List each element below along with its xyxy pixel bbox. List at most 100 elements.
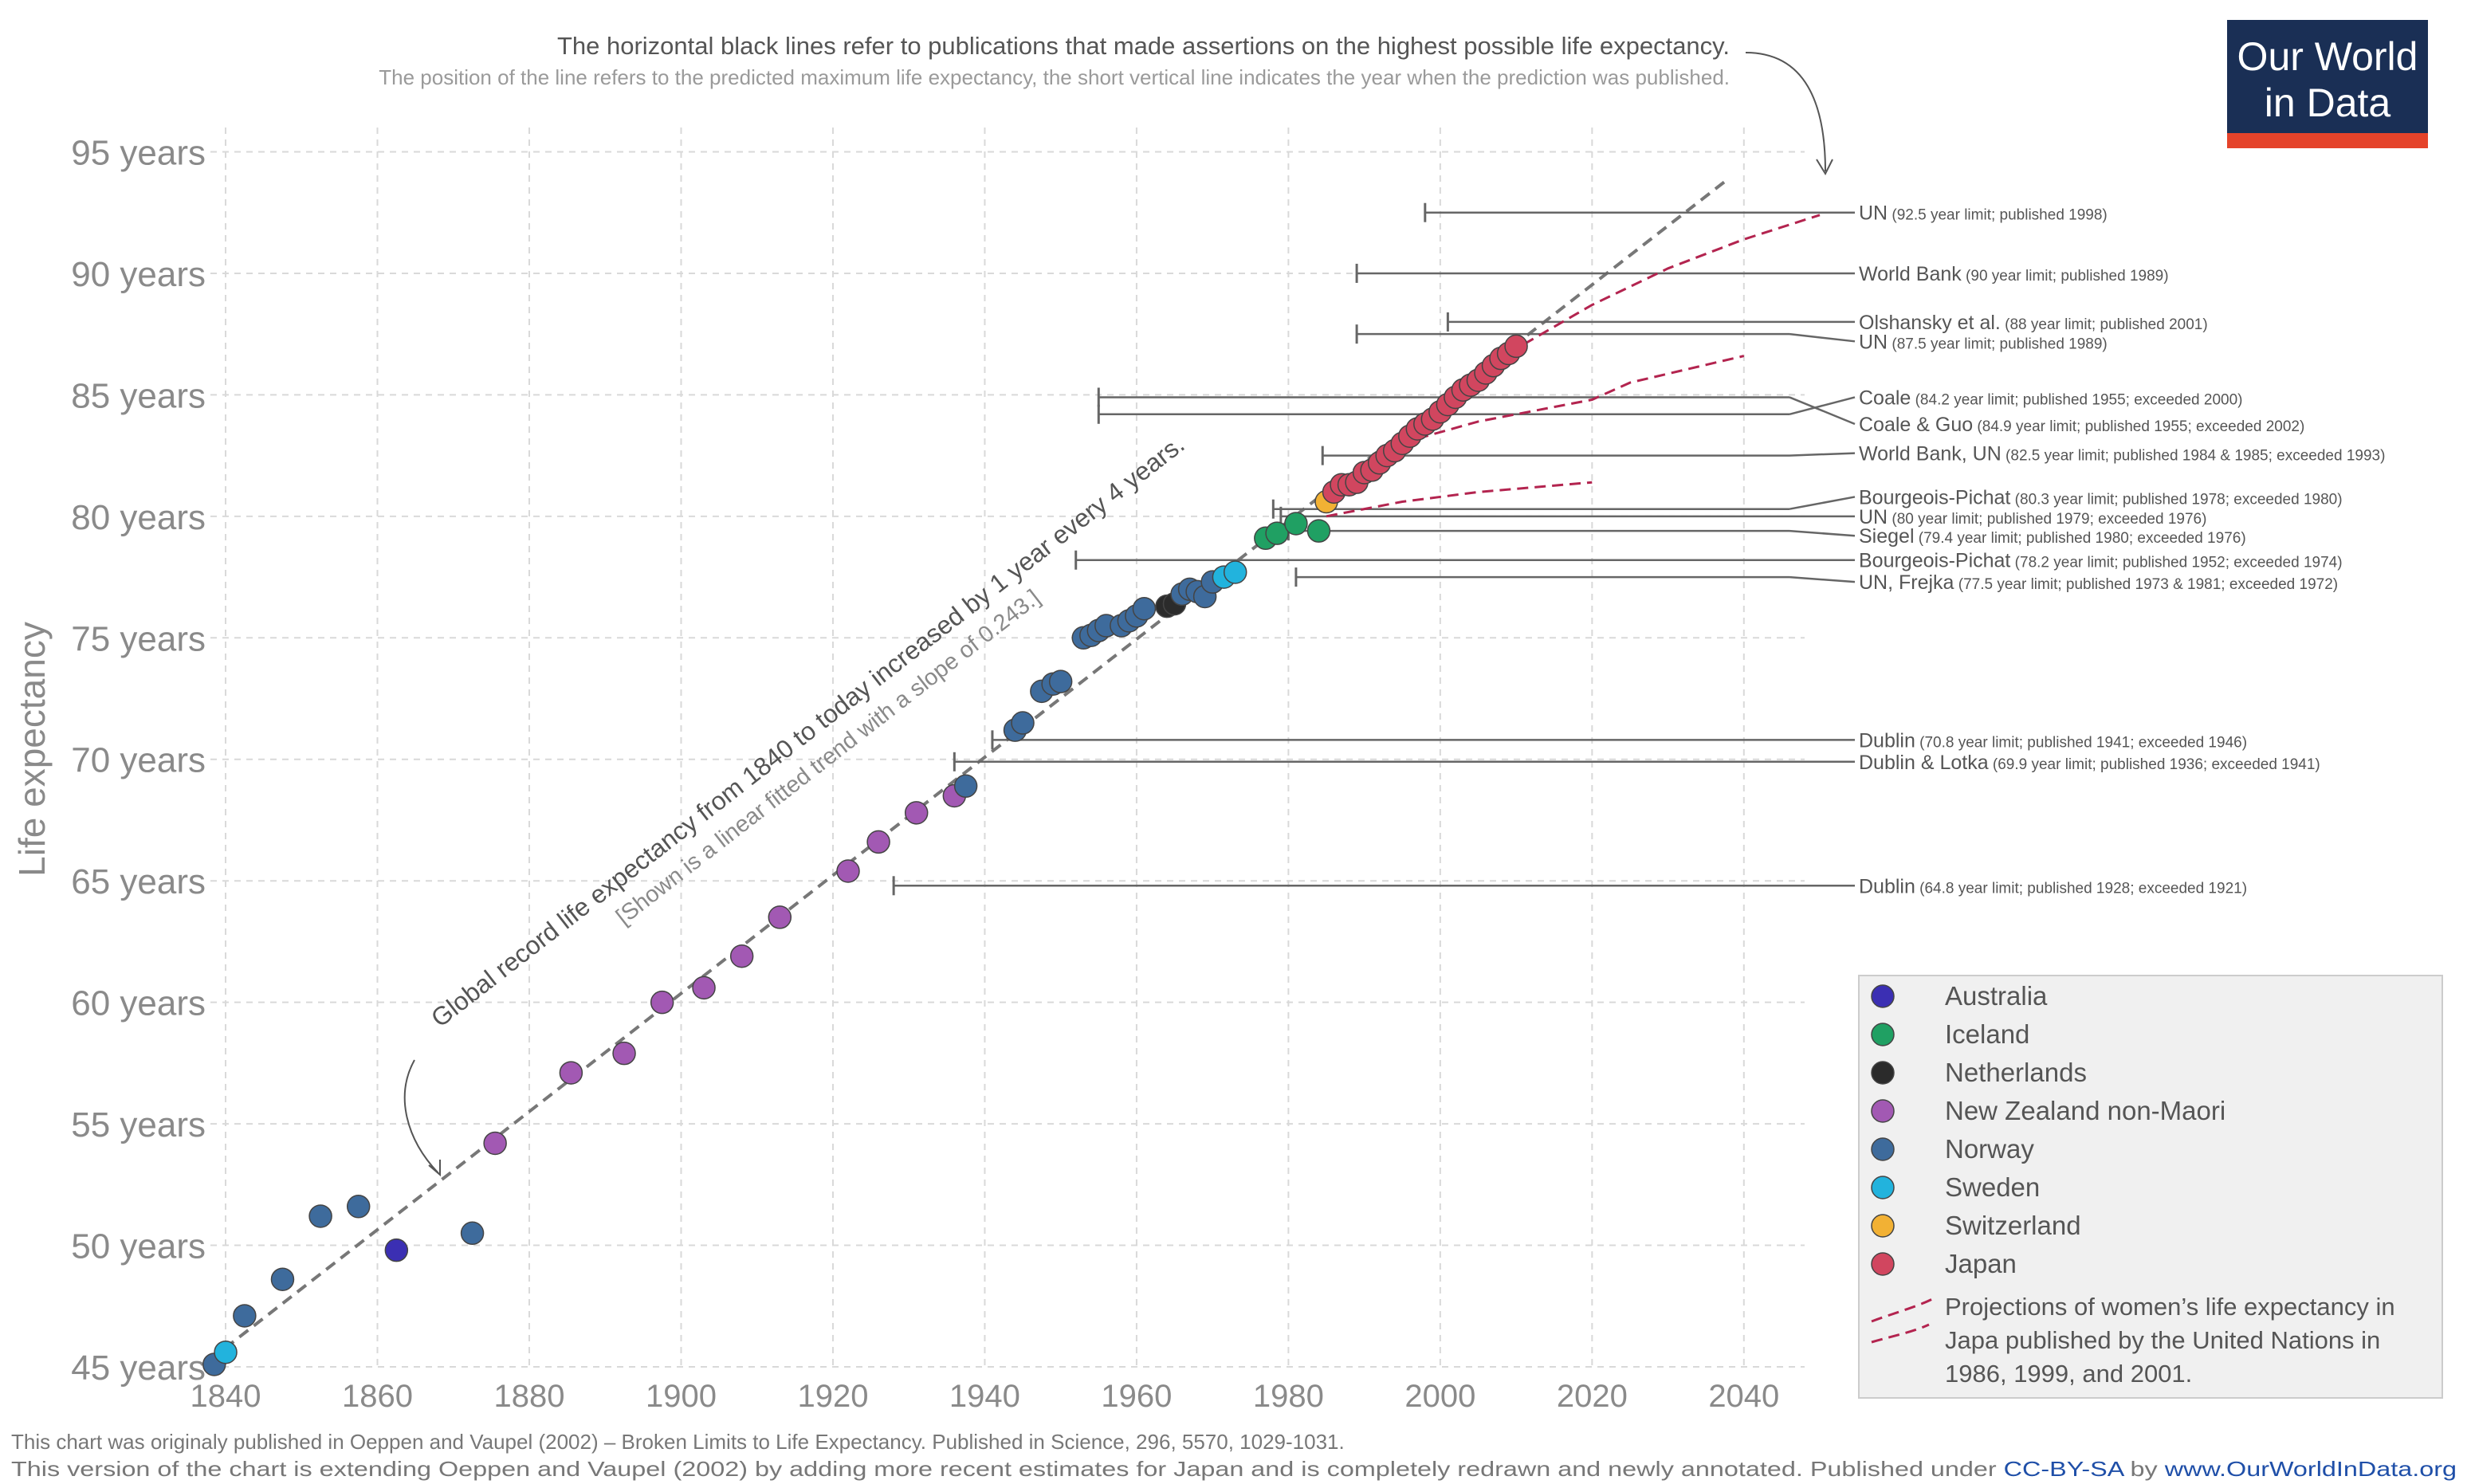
point-iceland [1284,512,1308,536]
owid-logo-line1: Our World [2237,34,2418,79]
limit-un-frejka-1981-name: UN, Frejka [1859,571,1954,594]
point-norway [270,1267,295,1291]
point-new-zealand-non-maori [836,859,860,883]
trend-annotation-arrow-head [428,1160,441,1177]
legend-projection-line-2: Japa published by the United Nations in [1945,1326,2380,1354]
limit-bourgeois-pichat-1978-name: Bourgeois-Pichat [1859,486,2010,508]
point-norway [1011,711,1035,735]
point-new-zealand-non-maori [559,1061,583,1085]
legend-swatch-australia [1871,984,1895,1008]
limit-un-1979-details: (80 year limit; published 1979; exceeded… [1888,511,2206,528]
legend-box [1858,975,2443,1399]
legend-label-norway: Norway [1945,1134,2034,1164]
legend: Australia Iceland Netherlands New Zealand n… [1858,975,2443,1399]
limit-un-1998-details: (92.5 year limit; published 1998) [1888,207,2108,224]
limit-dublin-1941-label: Dublin (70.8 year limit; published 1941;… [1859,729,2247,752]
limit-world-bank-1989-details: (90 year limit; published 1989) [1962,268,2169,285]
legend-swatch-netherlands [1871,1061,1895,1085]
limit-un-1989-label: UN (87.5 year limit; published 1989) [1859,331,2108,353]
limit-bourgeois-pichat-1952-label: Bourgeois-Pichat (78.2 year limit; publi… [1859,550,2343,572]
limit-bourgeois-pichat-1978-details: (80.3 year limit; published 1978; exceed… [2010,491,2342,508]
trend-annotation: Global record life expectancy from 1840 … [426,430,1190,1033]
limit-bourgeois-pichat-1978-label: Bourgeois-Pichat (80.3 year limit; publi… [1859,486,2343,508]
point-new-zealand-non-maori [866,830,890,854]
point-iceland [1265,521,1289,545]
legend-label-sweden: Sweden [1945,1172,2040,1202]
limit-dublin-lotka-1936-label: Dublin & Lotka (69.9 year limit; publish… [1859,752,2320,774]
limit-un-1998-name: UN [1859,202,1888,225]
legend-items: Australia Iceland Netherlands New Zealand n… [1871,981,2225,1278]
trend-annotation-arrow [403,1059,439,1174]
footer-site-link[interactable]: www.OurWorldInData.org [2163,1457,2457,1481]
legend-label-japan: Japan [1945,1249,2017,1278]
limit-un-1989-leader [1789,332,1856,343]
footer-by-text: by [2123,1457,2165,1481]
point-norway [233,1304,257,1328]
point-norway [460,1221,485,1246]
projection-line-2 [1416,355,1745,440]
point-new-zealand-non-maori [692,976,716,1000]
limit-un-1989-name: UN [1859,331,1888,353]
x-tick-label: 1840 [191,1379,261,1414]
limit-olshansky-et-al-2001-details: (88 year limit; published 2001) [2001,316,2208,333]
point-norway [953,774,978,799]
footer-license-link[interactable]: CC-BY-SA [2004,1457,2125,1481]
legend-label-netherlands: Netherlands [1945,1058,2087,1087]
limit-olshansky-et-al-2001-label: Olshansky et al. (88 year limit; publish… [1859,312,2208,334]
limit-un-1998-label: UN (92.5 year limit; published 1998) [1859,202,2108,225]
y-tick-label: 50 years [71,1227,206,1266]
legend-projection-swatch-2 [1871,1323,1930,1344]
legend-projection-line-3: 1986, 1999, and 2001. [1945,1360,2192,1388]
legend-projection-swatch-1 [1871,1296,1936,1323]
x-tick-label: 1920 [797,1379,868,1414]
y-tick-label: 65 years [71,862,206,901]
owid-logo-background [2227,20,2428,133]
limit-olshansky-et-al-2001-name: Olshansky et al. [1859,312,2001,334]
point-new-zealand-non-maori [768,905,792,929]
limit-coale-1955-details: (84.2 year limit; published 1955; exceed… [1911,391,2242,408]
legend-swatch-norway [1871,1137,1895,1161]
limit-bourgeois-pichat-1952-details: (78.2 year limit; published 1952; exceed… [2010,555,2342,571]
header-note-arrow [1745,52,1826,172]
y-tick-label: 75 years [71,619,206,658]
limit-coale-1955-leader [1789,396,1856,415]
limit-un-frejka-1981-leader [1789,575,1856,583]
legend-swatch-japan [1871,1252,1895,1276]
limit-dublin-1928-name: Dublin [1859,875,1915,897]
y-tick-label: 90 years [71,255,206,294]
limit-dublin-1941-name: Dublin [1859,729,1915,752]
x-tick-label: 1860 [342,1379,413,1414]
y-tick-label: 95 years [71,133,206,172]
point-new-zealand-non-maori [483,1131,507,1156]
x-axis: 1840 1860 1880 1900 1920 1940 1960 1980 2000 2020… [191,1379,1780,1414]
header-note-sub: The position of the line refers to the p… [379,65,1730,89]
x-tick-label: 1900 [646,1379,717,1414]
y-axis-label: Life expectancy [11,622,53,877]
limit-un-frejka-1981-label: UN, Frejka (77.5 year limit; published 1… [1859,571,2338,594]
limit-world-bank-un-1984.5-details: (82.5 year limit; published 1984 & 1985;… [2002,448,2386,465]
limit-dublin-lotka-1936-name: Dublin & Lotka [1859,752,1989,774]
data-points [202,334,1528,1376]
limit-world-bank-un-1984.5-label: World Bank, UN (82.5 year limit; publish… [1859,443,2385,465]
limit-world-bank-1989-label: World Bank (90 year limit; published 198… [1859,263,2169,285]
x-tick-label: 2020 [1557,1379,1628,1414]
limit-world-bank-1989-name: World Bank [1859,263,1962,285]
owid-logo: Our World in Data [2227,20,2428,148]
limit-siegel-1980-label: Siegel (79.4 year limit; published 1980;… [1859,525,2246,548]
point-australia [384,1238,409,1262]
limit-siegel-1980-details: (79.4 year limit; published 1980; exceed… [1915,530,2246,547]
projection-lines [1326,214,1821,518]
point-sweden [214,1340,238,1364]
point-iceland [1306,519,1331,543]
x-tick-label: 1940 [949,1379,1020,1414]
footer-line-1: This chart was originaly published in Oe… [11,1430,1345,1454]
trend-annotation-main: Global record life expectancy from 1840 … [426,430,1190,1033]
limit-world-bank-un-1984.5-leader [1789,452,1856,457]
limit-un-1989-details: (87.5 year limit; published 1989) [1888,336,2108,352]
limit-dublin-1941-details: (70.8 year limit; published 1941; exceed… [1915,734,2247,751]
header-note-arrow-head [1816,159,1833,176]
legend-projection-line-1: Projections of women’s life expectancy i… [1945,1293,2395,1321]
limit-coale-1955-name: Coale [1859,387,1911,409]
point-sweden [1223,560,1247,584]
legend-label-switzerland: Switzerland [1945,1211,2081,1240]
